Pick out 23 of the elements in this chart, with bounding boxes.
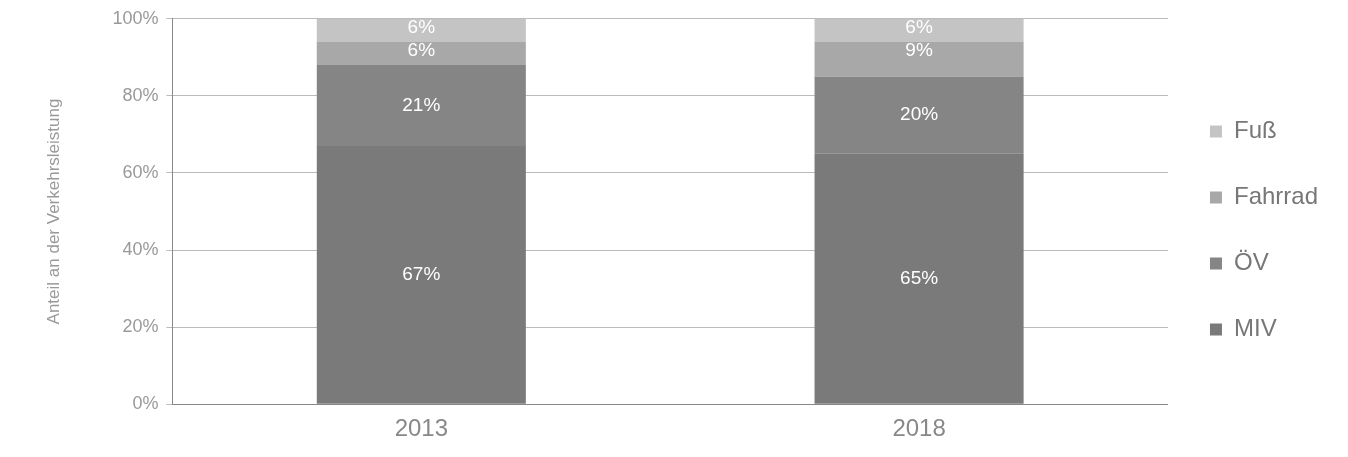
- bar: [814, 41, 1024, 77]
- data-label: 6%: [407, 39, 436, 61]
- x-tick-label: 2013: [394, 414, 449, 442]
- y-tick-label: 80%: [122, 84, 159, 105]
- y-axis-title: Anteil an der Verkehrsleistung: [43, 98, 63, 325]
- y-tick-label: 100%: [112, 7, 159, 28]
- data-label: 6%: [905, 16, 933, 38]
- legend-label: Fahrrad: [1233, 182, 1319, 210]
- data-label: 20%: [900, 103, 939, 125]
- data-label: 6%: [407, 16, 436, 38]
- y-tick-label: 0%: [132, 393, 159, 414]
- legend-label: Fuß: [1233, 116, 1277, 144]
- bar: [316, 41, 526, 66]
- data-label: 21%: [402, 93, 441, 115]
- x-tick-label: 2018: [892, 414, 946, 442]
- y-tick-label: 60%: [122, 161, 159, 182]
- data-label: 65%: [900, 266, 939, 288]
- y-tick-label: 20%: [122, 316, 159, 337]
- legend-label: MIV: [1233, 314, 1277, 342]
- y-tick-label: 40%: [122, 239, 159, 260]
- data-label: 67%: [402, 263, 441, 285]
- data-label: 9%: [905, 39, 933, 61]
- legend-label: ÖV: [1233, 248, 1269, 276]
